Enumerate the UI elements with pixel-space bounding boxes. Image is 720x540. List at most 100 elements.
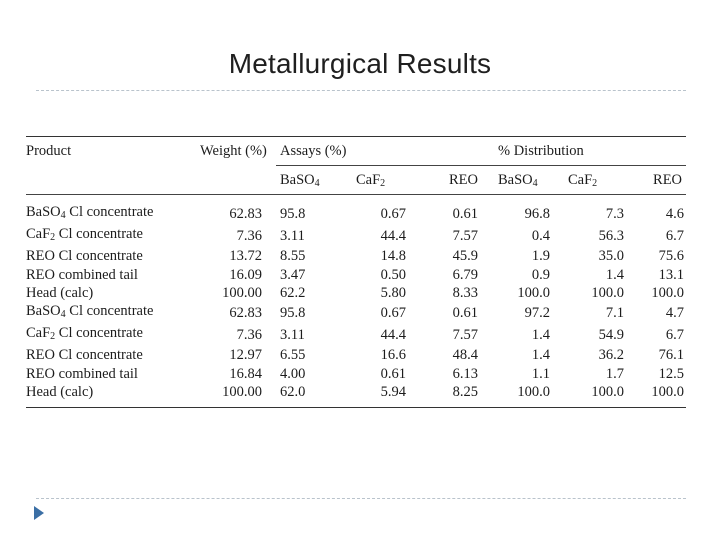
cell-a-reo: 8.33 <box>452 284 478 301</box>
table-row: CaF2 Cl concentrate 7.36 3.11 44.4 7.57 1.4 54… <box>26 324 686 346</box>
table-row: REO combined tail 16.84 4.00 0.61 6.13 1.1 1.7… <box>26 365 686 383</box>
cell-d-baso4: 1.4 <box>531 347 550 364</box>
top-divider <box>36 90 686 91</box>
triangle-bullet-icon <box>34 506 44 520</box>
cell-d-baso4: 1.1 <box>531 365 550 382</box>
cell-weight: 16.84 <box>229 365 262 382</box>
cell-a-baso4: 95.8 <box>280 206 306 222</box>
header-assay-baso4: BaSO4 <box>276 165 346 195</box>
header-assays: Assays (%) <box>280 142 347 159</box>
cell-d-baso4: 100.0 <box>517 284 550 301</box>
cell-a-caf2: 0.67 <box>380 305 406 322</box>
cell-weight: 12.97 <box>229 347 262 364</box>
table-body: BaSO4 Cl concentrate 62.83 95.8 0.67 0.61 96.… <box>26 203 687 408</box>
cell-d-caf2: 54.9 <box>598 327 624 344</box>
table-row: Head (calc) 100.00 62.0 5.94 8.25 100.0 100.0 1… <box>26 383 686 401</box>
header-distribution: % Distribution <box>498 142 584 159</box>
cell-weight: 13.72 <box>229 248 262 265</box>
table-row: REO combined tail 16.09 3.47 0.50 6.79 0.9 1.4… <box>26 266 686 284</box>
table-row: REO Cl concentrate 13.72 8.55 14.8 45.9 1.9 35… <box>26 247 686 265</box>
header-row-sub: BaSO4 CaF2 REO BaSO4 CaF2 REO <box>26 165 687 195</box>
header-weight: Weight (%) <box>200 142 267 159</box>
cell-a-reo: 6.79 <box>452 266 478 283</box>
cell-a-caf2: 16.6 <box>380 347 406 364</box>
table-row: BaSO4 Cl concentrate 62.83 95.8 0.67 0.61 97.… <box>26 302 686 324</box>
cell-weight: 7.36 <box>236 327 262 344</box>
cell-d-baso4: 0.4 <box>531 228 550 245</box>
header-dist-caf2: CaF2 <box>562 165 628 195</box>
cell-a-baso4: 8.55 <box>280 248 306 265</box>
slide-title: Metallurgical Results <box>228 48 492 79</box>
cell-a-reo: 0.61 <box>452 305 478 322</box>
table-row: REO Cl concentrate 12.97 6.55 16.6 48.4 1.4 36… <box>26 346 686 364</box>
cell-weight: 62.83 <box>229 206 262 222</box>
cell-a-caf2: 44.4 <box>380 228 406 245</box>
cell-d-baso4: 96.8 <box>524 206 550 222</box>
cell-a-reo: 8.25 <box>452 383 478 400</box>
cell-weight: 62.83 <box>229 305 262 322</box>
results-table-container: Product Weight (%) Assays (%) % Distribu… <box>26 136 687 408</box>
table-row: Head (calc) 100.00 62.2 5.80 8.33 100.0 100.0 1… <box>26 284 686 302</box>
cell-a-baso4: 95.8 <box>280 305 306 322</box>
cell-d-reo: 100.0 <box>651 383 685 400</box>
cell-d-caf2: 1.7 <box>605 365 624 382</box>
cell-d-reo: 75.6 <box>658 248 685 265</box>
product-cell: BaSO4 Cl concentrate <box>26 303 154 321</box>
cell-d-caf2: 100.0 <box>591 284 624 301</box>
cell-a-caf2: 0.61 <box>380 365 406 382</box>
cell-a-reo: 7.57 <box>452 228 478 245</box>
cell-a-caf2: 5.94 <box>380 383 406 400</box>
cell-d-caf2: 56.3 <box>598 228 624 245</box>
cell-a-caf2: 5.80 <box>380 284 406 301</box>
product-cell: REO combined tail <box>26 365 138 382</box>
cell-d-reo: 13.1 <box>658 266 685 283</box>
cell-a-caf2: 14.8 <box>380 248 406 265</box>
table-row: CaF2 Cl concentrate 7.36 3.11 44.4 7.57 0.4 56… <box>26 225 686 247</box>
cell-d-caf2: 100.0 <box>591 383 624 400</box>
cell-d-caf2: 36.2 <box>598 347 624 364</box>
header-dist-reo: REO <box>628 165 687 195</box>
cell-d-baso4: 1.4 <box>531 327 550 344</box>
cell-weight: 16.09 <box>229 266 262 283</box>
product-cell: CaF2 Cl concentrate <box>26 226 143 244</box>
cell-a-baso4: 4.00 <box>280 365 306 382</box>
cell-d-caf2: 7.3 <box>605 206 624 222</box>
cell-d-baso4: 97.2 <box>524 305 550 322</box>
cell-a-baso4: 3.47 <box>280 266 306 283</box>
product-cell: REO Cl concentrate <box>26 347 143 364</box>
cell-a-reo: 45.9 <box>452 248 478 265</box>
cell-d-reo: 100.0 <box>651 284 685 301</box>
table-row: BaSO4 Cl concentrate 62.83 95.8 0.67 0.61 96.… <box>26 203 686 225</box>
cell-a-reo: 48.4 <box>452 347 478 364</box>
cell-d-baso4: 0.9 <box>531 266 550 283</box>
cell-a-caf2: 0.50 <box>380 266 406 283</box>
cell-d-reo: 4.6 <box>665 206 685 222</box>
cell-a-baso4: 62.0 <box>280 383 306 400</box>
product-cell: Head (calc) <box>26 383 94 400</box>
product-cell: BaSO4 Cl concentrate <box>26 204 154 221</box>
cell-weight: 100.00 <box>222 383 262 400</box>
cell-d-caf2: 1.4 <box>605 266 624 283</box>
cell-a-baso4: 62.2 <box>280 284 306 301</box>
header-product: Product <box>26 142 72 159</box>
cell-d-reo: 12.5 <box>658 365 685 382</box>
cell-a-baso4: 3.11 <box>280 228 305 245</box>
results-table: Product Weight (%) Assays (%) % Distribu… <box>26 136 687 408</box>
cell-a-caf2: 44.4 <box>380 327 406 344</box>
cell-weight: 100.00 <box>222 284 262 301</box>
product-cell: REO Cl concentrate <box>26 248 143 265</box>
cell-d-baso4: 100.0 <box>517 383 550 400</box>
cell-a-baso4: 6.55 <box>280 347 306 364</box>
cell-weight: 7.36 <box>236 228 262 245</box>
header-dist-baso4: BaSO4 <box>488 165 562 195</box>
header-assay-caf2: CaF2 <box>346 165 414 195</box>
header-assay-reo: REO <box>414 165 488 195</box>
cell-d-reo: 76.1 <box>658 347 685 364</box>
cell-a-caf2: 0.67 <box>380 206 406 222</box>
cell-a-reo: 6.13 <box>452 365 478 382</box>
product-cell: REO combined tail <box>26 266 138 283</box>
cell-d-reo: 6.7 <box>665 228 685 245</box>
cell-d-caf2: 7.1 <box>605 305 624 322</box>
bottom-divider <box>36 498 686 499</box>
cell-d-baso4: 1.9 <box>531 248 550 265</box>
